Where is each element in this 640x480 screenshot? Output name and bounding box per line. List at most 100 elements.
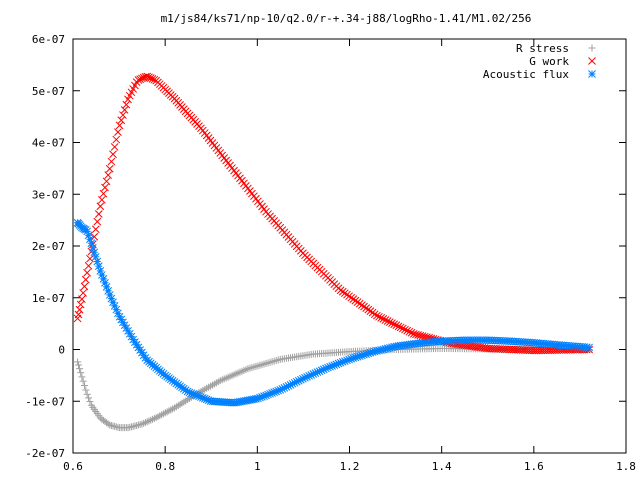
data-point-acoustic-flux (98, 271, 106, 279)
data-point-acoustic-flux (96, 267, 105, 275)
data-point-g-work (76, 300, 85, 309)
y-tick-label: 0 (58, 344, 65, 357)
data-point-g-work (478, 343, 487, 352)
data-point-acoustic-flux (134, 343, 143, 352)
data-point-g-work (383, 317, 392, 325)
data-point-g-work (416, 331, 425, 340)
data-point-g-work (105, 164, 114, 173)
data-point-g-work (473, 343, 482, 351)
data-point-g-work (392, 321, 401, 330)
data-point-acoustic-flux (91, 252, 100, 261)
data-point-g-work (91, 225, 100, 234)
data-point-g-work (81, 275, 90, 284)
data-point-g-work (112, 135, 121, 144)
data-point-g-work (107, 157, 116, 166)
data-point-g-work (377, 313, 386, 322)
data-point-g-work (110, 143, 119, 151)
data-point-acoustic-flux (112, 305, 121, 314)
data-point-acoustic-flux (88, 243, 97, 252)
chart-title: m1/js84/ks71/np-10/q2.0/r-+.34-j88/logRh… (161, 12, 532, 25)
data-point-g-work (394, 322, 403, 331)
data-point-g-work (122, 100, 131, 109)
data-point-g-work (102, 177, 111, 186)
x-tick-label: 0.8 (155, 460, 175, 473)
data-point-g-work (469, 342, 478, 351)
axes: 0.6 0.8 1 1.2 1.4 1.6 1.8 -2e-07 -1e-07 0 1e-07 2e-… (25, 33, 636, 473)
data-point-acoustic-flux (83, 227, 92, 236)
data-point-acoustic-flux (117, 315, 126, 324)
y-tick-label: 3e-07 (32, 188, 65, 201)
data-point-g-work (74, 310, 83, 319)
data-point-g-work (385, 318, 394, 326)
data-point-g-work (401, 325, 409, 334)
data-point-g-work (403, 326, 412, 335)
data-point-acoustic-flux (131, 338, 139, 346)
data-point-g-work (84, 261, 93, 270)
data-point-acoustic-flux (124, 327, 132, 335)
y-tick-label: -2e-07 (25, 447, 65, 460)
x-tick-label: 1.8 (616, 460, 636, 473)
data-point-acoustic-flux (102, 282, 111, 291)
series-layer (73, 72, 593, 432)
data-point-g-work (101, 183, 109, 192)
data-point-g-work (96, 202, 105, 211)
data-point-g-work (114, 128, 122, 136)
data-point-acoustic-flux (138, 348, 146, 357)
data-point-g-work (117, 116, 126, 125)
data-point-g-work (407, 328, 416, 337)
data-point-acoustic-flux (122, 324, 131, 332)
x-tick-label: 1.2 (340, 460, 360, 473)
data-point-g-work (388, 319, 396, 328)
data-point-g-work (471, 342, 480, 351)
legend-label-r-stress: R stress (516, 42, 569, 55)
data-point-g-work (109, 150, 117, 159)
data-point-g-work (381, 316, 390, 324)
data-point-acoustic-flux (87, 239, 96, 248)
data-point-acoustic-flux (127, 332, 136, 341)
legend-marker-acoustic-flux (588, 70, 596, 78)
data-point-acoustic-flux (84, 231, 93, 240)
data-point-acoustic-flux (107, 294, 116, 303)
data-point-g-work (405, 327, 414, 336)
data-point-g-work (78, 295, 86, 303)
data-point-acoustic-flux (105, 291, 114, 299)
data-point-g-work (119, 111, 127, 119)
y-tick-label: 2e-07 (32, 240, 65, 253)
data-point-g-work (120, 106, 129, 114)
y-tick-label: 6e-07 (32, 33, 65, 46)
y-tick-label: 4e-07 (32, 137, 65, 150)
data-point-acoustic-flux (109, 298, 117, 307)
data-point-g-work (93, 217, 102, 226)
data-point-g-work (373, 311, 381, 320)
data-point-acoustic-flux (125, 329, 134, 338)
data-point-acoustic-flux (136, 346, 144, 354)
data-point-g-work (143, 72, 152, 81)
y-tick-label: -1e-07 (25, 395, 65, 408)
data-point-acoustic-flux (119, 318, 127, 327)
legend-marker-g-work (588, 57, 596, 65)
data-point-acoustic-flux (101, 278, 109, 287)
data-point-g-work (379, 315, 388, 323)
data-point-g-work (420, 332, 429, 341)
data-point-g-work (396, 323, 405, 332)
data-point-g-work (115, 121, 124, 130)
data-point-g-work (467, 342, 475, 350)
data-point-g-work (99, 189, 108, 198)
x-tick-label: 1.6 (524, 460, 544, 473)
data-point-g-work (145, 73, 153, 82)
data-point-acoustic-flux (139, 351, 148, 360)
data-point-g-work (412, 330, 420, 339)
data-point-g-work (409, 329, 418, 338)
data-point-g-work (80, 282, 89, 291)
y-tick-label: 5e-07 (32, 85, 65, 98)
data-point-acoustic-flux (110, 302, 119, 310)
series-acoustic-flux (73, 218, 593, 407)
data-point-g-work (398, 324, 407, 333)
data-point-g-work (98, 195, 106, 204)
data-point-g-work (75, 305, 84, 314)
data-point-acoustic-flux (120, 321, 129, 330)
x-tick-label: 1.4 (432, 460, 452, 473)
y-tick-label: 1e-07 (32, 292, 65, 305)
